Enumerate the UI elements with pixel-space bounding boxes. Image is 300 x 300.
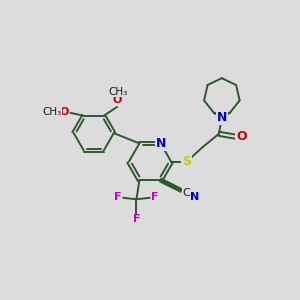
Text: CH₃: CH₃ [108,87,127,97]
Text: S: S [182,155,191,168]
Text: N: N [190,192,200,202]
Text: CH₃: CH₃ [43,107,62,117]
Text: O: O [236,130,247,143]
Text: F: F [151,192,159,202]
Text: F: F [114,192,122,202]
Text: N: N [155,137,166,150]
Text: O: O [113,95,122,106]
Text: O: O [59,107,69,117]
Text: F: F [133,214,140,224]
Text: C: C [183,188,190,198]
Text: N: N [217,111,227,124]
